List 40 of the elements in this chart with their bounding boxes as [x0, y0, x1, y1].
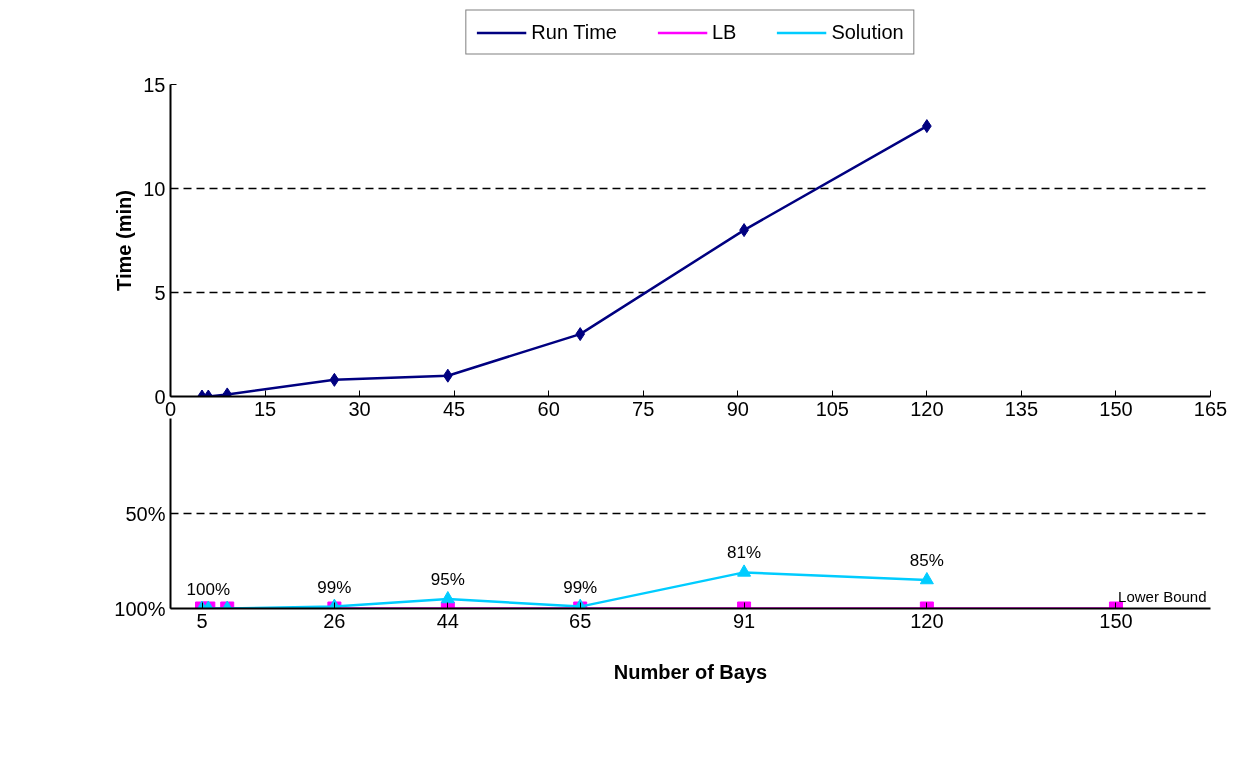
x-tick-label: 5 [196, 609, 208, 632]
point [329, 372, 340, 387]
y-tick-label: 100% [114, 597, 166, 620]
data-label: 99% [317, 577, 352, 597]
data-label: 99% [563, 577, 598, 597]
x-tick-label: 60 [537, 397, 560, 420]
legend-label: Solution [831, 20, 904, 44]
x-tick-label: 65 [569, 609, 592, 632]
point [440, 590, 455, 604]
legend-label: Run Time [531, 20, 617, 44]
x-tick-label: 15 [253, 397, 277, 420]
x-tick-label: 165 [1193, 397, 1228, 420]
point [575, 327, 586, 342]
x-tick-label: 45 [443, 397, 466, 420]
x-tick-label: 135 [1004, 397, 1039, 420]
x-tick-label: 75 [632, 397, 655, 420]
y-tick-label: 10 [143, 177, 166, 200]
x-tick-label: 105 [815, 397, 850, 420]
y-tick-label: 50% [125, 502, 166, 525]
point [919, 571, 934, 585]
data-label: 100% [186, 579, 231, 599]
y-axis-title: Time (min) [113, 190, 136, 291]
legend-label: LB [711, 20, 737, 44]
data-label: 95% [430, 570, 465, 589]
data-label: 81% [727, 543, 762, 563]
annotation: Lower Bound [1118, 587, 1207, 605]
data-label: 85% [909, 551, 944, 570]
x-tick-label: 150 [1099, 397, 1133, 420]
x-tick-label: 150 [1099, 609, 1133, 632]
y-tick-label: 5 [154, 281, 166, 304]
point [737, 564, 752, 577]
x-tick-label: 26 [323, 609, 346, 632]
x-tick-label: 90 [726, 397, 749, 420]
x-tick-label: 120 [910, 397, 944, 420]
x-tick-label: 44 [436, 609, 459, 632]
y-tick-label: 15 [143, 73, 166, 96]
x-axis-title: Number of Bays [613, 660, 768, 683]
x-tick-label: 91 [732, 609, 756, 632]
x-tick-label: 120 [910, 609, 944, 632]
x-tick-label: 30 [348, 397, 371, 420]
